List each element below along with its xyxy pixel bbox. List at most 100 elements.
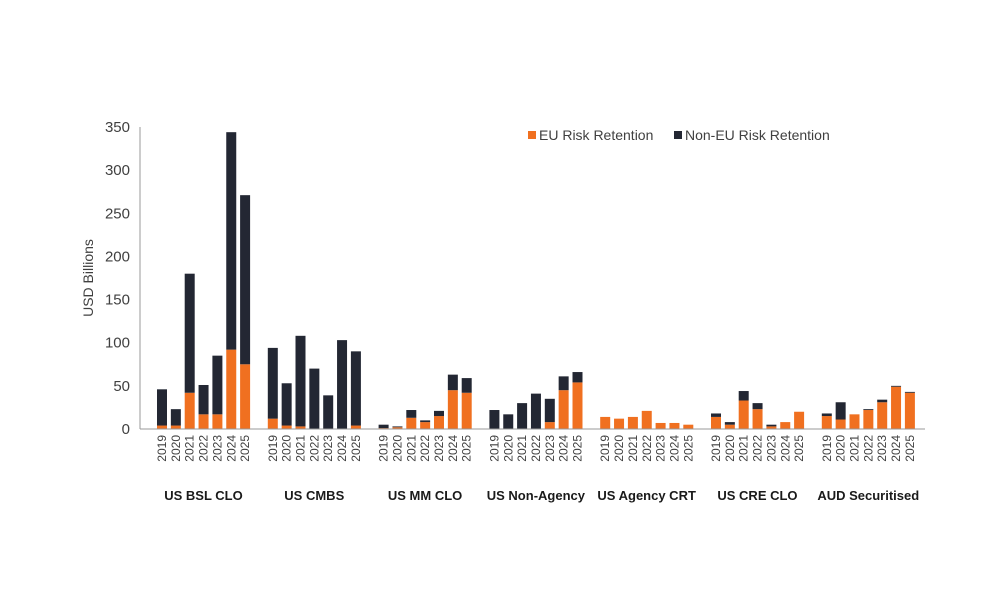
x-tick-label-year: 2022 bbox=[307, 435, 321, 462]
x-tick-label-year: 2020 bbox=[501, 435, 515, 462]
x-tick-label-year: 2024 bbox=[667, 435, 681, 462]
bar-eu-us-cre-clo-2019 bbox=[711, 416, 721, 429]
bar-eu-us-cre-clo-2025 bbox=[794, 411, 805, 429]
bar-non-eu-us-cmbs-2025 bbox=[350, 351, 361, 426]
group-label: US BSL CLO bbox=[164, 488, 243, 503]
x-tick-label-year: 2019 bbox=[155, 435, 169, 462]
x-tick-label-year: 2023 bbox=[654, 435, 668, 462]
y-axis-label: USD Billions bbox=[80, 239, 96, 317]
x-tick-label-year: 2022 bbox=[529, 435, 543, 462]
bar-non-eu-us-mm-clo-2023 bbox=[434, 410, 444, 417]
x-tick-label-year: 2023 bbox=[210, 435, 224, 462]
bar-non-eu-us-cre-clo-2021 bbox=[738, 391, 749, 401]
y-tick-label: 150 bbox=[105, 292, 130, 309]
legend: EU Risk Retention Non-EU Risk Retention bbox=[528, 127, 830, 143]
bar-non-eu-us-non-agency-2025 bbox=[572, 372, 583, 383]
bar-non-eu-us-bsl-clo-2019 bbox=[157, 389, 167, 426]
x-tick-label-year: 2021 bbox=[183, 435, 197, 462]
bar-non-eu-us-bsl-clo-2025 bbox=[240, 195, 251, 365]
x-tick-label-year: 2023 bbox=[432, 435, 446, 462]
x-tick-label-year: 2019 bbox=[487, 435, 501, 462]
bar-non-eu-us-mm-clo-2025 bbox=[461, 378, 472, 393]
x-tick-label-year: 2019 bbox=[598, 435, 612, 462]
bar-eu-us-cmbs-2020 bbox=[281, 425, 292, 429]
y-tick-label: 200 bbox=[105, 248, 130, 265]
bar-eu-aud-securitised-2019 bbox=[821, 416, 832, 429]
x-tick-label-year: 2025 bbox=[681, 435, 695, 462]
y-tick-label: 250 bbox=[105, 205, 130, 222]
x-tick-label-year: 2021 bbox=[626, 435, 640, 462]
bar-eu-us-agency-crt-2022 bbox=[641, 410, 652, 429]
x-tick-label-year: 2020 bbox=[280, 435, 294, 462]
x-tick-label-year: 2023 bbox=[321, 435, 335, 462]
x-tick-label-year: 2022 bbox=[418, 435, 432, 462]
bar-eu-us-cmbs-2025 bbox=[350, 425, 361, 429]
x-tick-label-year: 2020 bbox=[169, 435, 183, 462]
y-tick-label: 50 bbox=[113, 378, 130, 395]
x-tick-label-year: 2021 bbox=[294, 435, 308, 462]
bar-non-eu-us-cre-clo-2023 bbox=[766, 424, 777, 427]
bar-eu-us-agency-crt-2021 bbox=[627, 416, 638, 429]
group-label: US Non-Agency bbox=[487, 488, 586, 503]
bar-non-eu-us-cmbs-2024 bbox=[337, 340, 348, 429]
bar-non-eu-us-non-agency-2022 bbox=[530, 393, 541, 429]
x-tick-label-year: 2025 bbox=[460, 435, 474, 462]
x-tick-label-year: 2021 bbox=[848, 435, 862, 462]
bar-non-eu-us-cmbs-2021 bbox=[295, 335, 306, 427]
bar-non-eu-us-bsl-clo-2021 bbox=[184, 273, 195, 393]
bar-non-eu-us-cmbs-2019 bbox=[267, 347, 278, 419]
bar-non-eu-us-bsl-clo-2023 bbox=[212, 355, 223, 415]
bar-eu-aud-securitised-2024 bbox=[891, 386, 902, 429]
bar-non-eu-aud-securitised-2022 bbox=[863, 409, 874, 411]
group-label: AUD Securitised bbox=[817, 488, 919, 503]
group-label: US CRE CLO bbox=[717, 488, 797, 503]
x-tick-label-year: 2025 bbox=[792, 435, 806, 462]
bar-eu-us-non-agency-2024 bbox=[558, 390, 569, 429]
x-tick-label-year: 2025 bbox=[903, 435, 917, 462]
bar-non-eu-us-non-agency-2023 bbox=[544, 398, 555, 423]
bar-non-eu-aud-securitised-2019 bbox=[821, 413, 832, 417]
bar-non-eu-aud-securitised-2024 bbox=[891, 385, 902, 387]
bar-eu-us-bsl-clo-2020 bbox=[170, 425, 181, 429]
bar-eu-aud-securitised-2020 bbox=[835, 419, 846, 429]
x-tick-label-year: 2022 bbox=[640, 435, 654, 462]
legend-swatch-eu bbox=[528, 131, 536, 139]
bar-eu-us-non-agency-2023 bbox=[544, 422, 555, 429]
y-tick-label: 0 bbox=[122, 421, 130, 438]
bar-non-eu-us-non-agency-2021 bbox=[517, 403, 528, 429]
bar-eu-us-mm-clo-2023 bbox=[434, 416, 444, 429]
bar-eu-us-bsl-clo-2022 bbox=[198, 414, 209, 429]
x-tick-label-year: 2025 bbox=[349, 435, 363, 462]
bar-eu-us-bsl-clo-2024 bbox=[226, 349, 237, 429]
bar-eu-us-bsl-clo-2019 bbox=[157, 425, 167, 429]
bar-eu-us-cre-clo-2022 bbox=[752, 409, 763, 429]
bar-eu-us-mm-clo-2020 bbox=[392, 427, 403, 429]
bar-non-eu-us-cre-clo-2020 bbox=[724, 422, 735, 425]
bar-eu-us-mm-clo-2024 bbox=[447, 390, 458, 429]
bar-non-eu-us-cmbs-2020 bbox=[281, 383, 292, 426]
x-tick-label-year: 2020 bbox=[834, 435, 848, 462]
bar-non-eu-aud-securitised-2025 bbox=[904, 391, 915, 393]
bar-non-eu-us-mm-clo-2021 bbox=[406, 410, 417, 418]
bar-eu-us-agency-crt-2019 bbox=[600, 416, 611, 429]
bar-non-eu-us-cmbs-2022 bbox=[309, 368, 320, 429]
x-tick-label-year: 2020 bbox=[723, 435, 737, 462]
bar-non-eu-us-cre-clo-2022 bbox=[752, 403, 763, 410]
bar-non-eu-aud-securitised-2020 bbox=[835, 402, 846, 420]
bar-non-eu-aud-securitised-2023 bbox=[877, 399, 888, 403]
x-tick-label-year: 2022 bbox=[751, 435, 765, 462]
bar-eu-us-agency-crt-2020 bbox=[614, 418, 625, 429]
bar-non-eu-us-mm-clo-2024 bbox=[447, 374, 458, 391]
x-tick-label-year: 2024 bbox=[224, 435, 238, 462]
x-tick-label-year: 2022 bbox=[861, 435, 875, 462]
bar-eu-us-mm-clo-2025 bbox=[461, 392, 472, 429]
bar-non-eu-us-cre-clo-2019 bbox=[711, 413, 721, 417]
bar-non-eu-us-non-agency-2024 bbox=[558, 376, 569, 391]
bar-eu-aud-securitised-2021 bbox=[849, 414, 860, 429]
bar-eu-aud-securitised-2025 bbox=[904, 392, 915, 429]
x-tick-label-year: 2020 bbox=[390, 435, 404, 462]
bar-eu-us-bsl-clo-2023 bbox=[212, 414, 223, 429]
group-label: US MM CLO bbox=[388, 488, 462, 503]
x-tick-label-year: 2022 bbox=[197, 435, 211, 462]
bar-non-eu-us-cmbs-2023 bbox=[323, 395, 334, 429]
